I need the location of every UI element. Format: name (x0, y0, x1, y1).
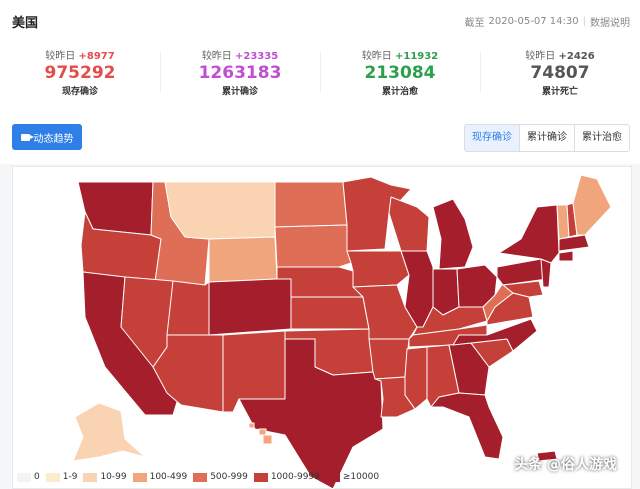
state-iowa[interactable] (346, 250, 410, 288)
country-title: 美国 (12, 16, 39, 31)
state-utah[interactable] (166, 280, 210, 336)
state-montana[interactable] (164, 181, 276, 240)
us-choropleth-map (72, 174, 612, 489)
stat-compare-label: 较昨日 (361, 51, 392, 62)
state-mississippi[interactable] (404, 346, 428, 410)
stat-value: 213084 (364, 63, 436, 83)
state-wyoming[interactable] (208, 236, 278, 283)
data-help-link[interactable]: 数据说明 (590, 18, 630, 29)
update-datetime: 2020-05-07 14:30 (488, 16, 579, 27)
country-header: 美国 截至 2020-05-07 14:30 | 数据说明 (0, 0, 640, 40)
stat-delta: +2426 (558, 51, 595, 62)
stat-label: 累计死亡 (541, 87, 578, 97)
stat-label: 现存确诊 (61, 87, 98, 97)
us-map-panel: 0 1-9 10-99 100-499 500-999 1000-9999 ≥1… (12, 166, 632, 489)
trend-button[interactable]: 动态趋势 (12, 124, 82, 150)
stat-total-deaths: 较昨日 +2426 74807 累计死亡 (480, 40, 640, 106)
stat-value: 1263183 (198, 63, 282, 83)
state-arkansas[interactable] (368, 338, 410, 380)
legend-label: 10-99 (100, 472, 127, 482)
stat-current-confirmed: 较昨日 +8977 975292 现存确诊 (0, 40, 160, 106)
state-new-york[interactable] (498, 204, 560, 264)
legend-item[interactable]: 1000-9999 (253, 472, 320, 482)
trend-button-label: 动态趋势 (33, 133, 74, 145)
legend-swatch (325, 472, 340, 482)
state-texas[interactable] (238, 338, 384, 489)
stat-label: 累计治愈 (381, 87, 418, 97)
legend-swatch (253, 472, 268, 482)
legend-item[interactable]: 500-999 (193, 472, 248, 482)
stat-total-recovered: 较昨日 +11932 213084 累计治愈 (320, 40, 480, 106)
state-kansas[interactable] (290, 296, 370, 330)
legend-label: 0 (34, 472, 40, 482)
state-maine[interactable] (572, 174, 612, 236)
legend-swatch (132, 472, 147, 482)
stat-value: 74807 (530, 63, 590, 83)
state-wisconsin[interactable] (388, 196, 430, 252)
stat-delta: +11932 (395, 51, 439, 62)
stat-delta: +8977 (78, 51, 115, 62)
update-meta: 截至 2020-05-07 14:30 | 数据说明 (465, 14, 631, 29)
stat-compare-label: 较昨日 (201, 51, 232, 62)
legend-label: 1000-9999 (270, 472, 320, 482)
stat-delta: +23335 (235, 51, 279, 62)
legend-item[interactable]: 1-9 (45, 472, 78, 482)
state-colorado[interactable] (208, 278, 292, 336)
state-north-carolina[interactable] (452, 318, 538, 352)
stat-value: 975292 (44, 63, 116, 83)
metric-tabs: 现存确诊 累计确诊 累计治愈 (464, 124, 630, 152)
state-maryland[interactable] (502, 280, 544, 298)
map-legend: 0 1-9 10-99 100-499 500-999 1000-9999 ≥1… (17, 472, 379, 482)
date-prefix: 截至 (464, 18, 485, 29)
state-north-dakota[interactable] (274, 181, 348, 228)
state-michigan[interactable] (432, 198, 474, 270)
map-controls: 动态趋势 现存确诊 累计确诊 累计治愈 (0, 106, 640, 164)
tab-total-recovered[interactable]: 累计治愈 (574, 125, 629, 151)
watermark: 头条 @俗人游戏 (514, 457, 617, 473)
state-connecticut[interactable] (558, 250, 574, 262)
legend-label: 1-9 (62, 472, 78, 482)
legend-swatch (17, 472, 31, 482)
legend-label: ≥10000 (342, 472, 380, 482)
video-camera-icon (20, 133, 34, 141)
legend-swatch (83, 472, 98, 482)
state-hawaii[interactable] (248, 422, 273, 445)
state-south-dakota[interactable] (274, 224, 352, 268)
tab-total-confirmed[interactable]: 累计确诊 (519, 125, 574, 151)
legend-item[interactable]: 0 (17, 472, 40, 482)
legend-label: 100-499 (149, 472, 188, 482)
state-alaska[interactable] (72, 402, 146, 462)
legend-swatch (193, 472, 208, 482)
stat-label: 累计确诊 (221, 87, 258, 97)
stats-row: 较昨日 +8977 975292 现存确诊 较昨日 +23335 1263183… (0, 40, 640, 106)
legend-swatch (45, 472, 60, 482)
legend-item[interactable]: ≥10000 (325, 472, 380, 482)
state-florida[interactable] (430, 392, 504, 460)
state-massachusetts[interactable] (558, 234, 590, 252)
state-tennessee[interactable] (408, 324, 488, 348)
territory-puerto-rico[interactable] (536, 450, 558, 462)
legend-label: 500-999 (210, 472, 248, 482)
state-indiana[interactable] (432, 268, 460, 316)
stat-total-confirmed: 较昨日 +23335 1263183 累计确诊 (160, 40, 320, 106)
legend-item[interactable]: 10-99 (83, 472, 127, 482)
meta-separator: | (582, 16, 586, 27)
stat-compare-label: 较昨日 (525, 51, 556, 62)
state-new-jersey[interactable] (540, 258, 552, 288)
state-pennsylvania[interactable] (496, 258, 548, 286)
stat-compare-label: 较昨日 (45, 51, 76, 62)
legend-item[interactable]: 100-499 (132, 472, 188, 482)
tab-current-confirmed[interactable]: 现存确诊 (465, 125, 519, 151)
